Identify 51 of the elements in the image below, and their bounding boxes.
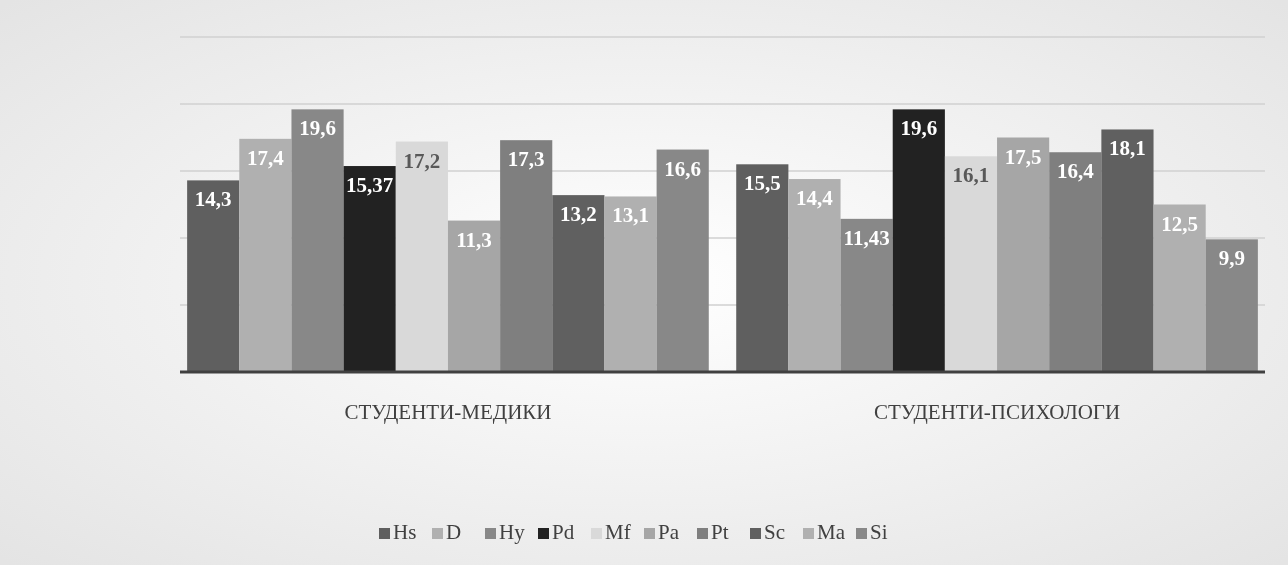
data-label: 17,5	[1004, 144, 1042, 169]
legend-label: Pa	[658, 520, 680, 544]
bar	[343, 166, 396, 372]
bar	[892, 109, 945, 372]
bar	[1205, 239, 1258, 372]
bar	[997, 137, 1050, 372]
legend-label: Hs	[393, 520, 417, 544]
bar	[1101, 129, 1154, 372]
bar	[656, 149, 709, 372]
data-label: 12,5	[1161, 211, 1198, 236]
bar	[840, 218, 893, 372]
x-tick-label: СТУДЕНТИ-МЕДИКИ	[344, 400, 552, 424]
bar	[604, 196, 657, 372]
data-label: 18,1	[1109, 136, 1146, 161]
bar	[500, 140, 553, 372]
bar	[447, 220, 501, 372]
data-label: 14,4	[796, 186, 834, 211]
data-label: 19,6	[299, 116, 336, 141]
legend-label: Hy	[499, 520, 526, 544]
legend-label: D	[446, 520, 462, 544]
data-label: 15,37	[346, 173, 394, 198]
data-label: 17,3	[507, 147, 545, 172]
data-label: 19,6	[900, 116, 938, 141]
bar	[1049, 152, 1102, 372]
data-label: 13,2	[559, 202, 597, 227]
legend-label: Mf	[605, 520, 631, 544]
bar	[944, 156, 998, 372]
bar	[291, 109, 344, 372]
data-label: 17,4	[247, 145, 285, 170]
data-label: 13,1	[612, 203, 649, 228]
legend-label: Pt	[711, 520, 729, 544]
data-label: 15,5	[743, 171, 781, 196]
x-tick-label: СТУДЕНТИ-ПСИХОЛОГИ	[873, 400, 1121, 424]
bar	[187, 180, 240, 372]
bar	[788, 179, 841, 372]
bar	[1153, 204, 1206, 372]
data-label: 14,3	[194, 187, 232, 212]
data-label: 17,2	[403, 148, 441, 173]
data-label: 16,1	[952, 163, 990, 188]
legend-label: Si	[870, 520, 888, 544]
data-label: 11,3	[456, 227, 492, 252]
bar	[736, 164, 789, 372]
data-label: 16,6	[664, 156, 702, 181]
bar	[552, 195, 605, 372]
bar	[239, 138, 292, 372]
legend-label: Sc	[764, 520, 785, 544]
legend-label: Ma	[817, 520, 846, 544]
legend-label: Pd	[552, 520, 575, 544]
data-label: 11,43	[843, 225, 890, 250]
data-label: 16,4	[1056, 159, 1095, 184]
data-label: 9,9	[1218, 246, 1245, 271]
